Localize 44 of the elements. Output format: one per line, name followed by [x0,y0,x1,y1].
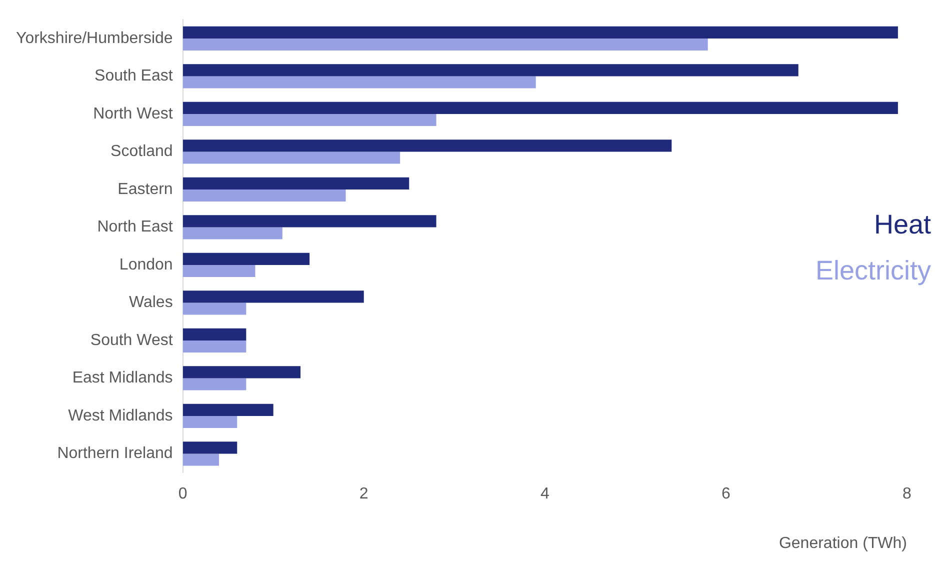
bar [182,454,220,466]
bar [182,227,282,240]
bar [182,328,246,340]
bar [182,114,436,126]
bar [182,189,346,202]
x-tick-label: 0 [178,486,188,503]
bar [182,26,898,38]
x-axis-title: Generation (TWh) [778,534,907,552]
y-tick-label: West Midlands [68,407,173,424]
x-tick-label: 4 [540,486,550,503]
y-tick-label: East Midlands [72,370,173,387]
y-tick-label: Scotland [110,143,173,160]
bar [182,102,898,114]
bar [182,215,436,228]
x-tick-label: 2 [359,486,368,503]
bar [182,177,410,190]
bar [182,302,246,315]
bar [182,252,310,265]
y-tick-label: North West [93,105,174,122]
y-tick-label: South East [94,68,174,85]
y-tick-label: Wales [128,294,173,312]
y-tick-label: South West [90,332,174,349]
bar [182,264,256,278]
y-tick-label: Eastern [118,180,173,198]
bar [182,442,238,454]
text: Heat [874,210,932,240]
bar [182,366,300,378]
bar [182,38,708,51]
x-tick-label: 6 [722,486,730,503]
bar [182,64,798,76]
y-tick-label: Northern Ireland [57,445,173,462]
bar [182,290,364,303]
y-tick-label: Yorkshire/Humberside [16,30,173,47]
bar [182,140,672,152]
y-tick-label: North East [97,218,174,236]
bar [182,404,274,416]
bar [182,340,246,353]
x-tick-label: 8 [902,486,912,503]
bar [182,76,536,88]
y-tick-label: London [119,256,173,274]
text: Electricity [815,256,932,286]
bar [182,416,238,428]
bar [182,378,246,390]
bar [182,152,400,164]
